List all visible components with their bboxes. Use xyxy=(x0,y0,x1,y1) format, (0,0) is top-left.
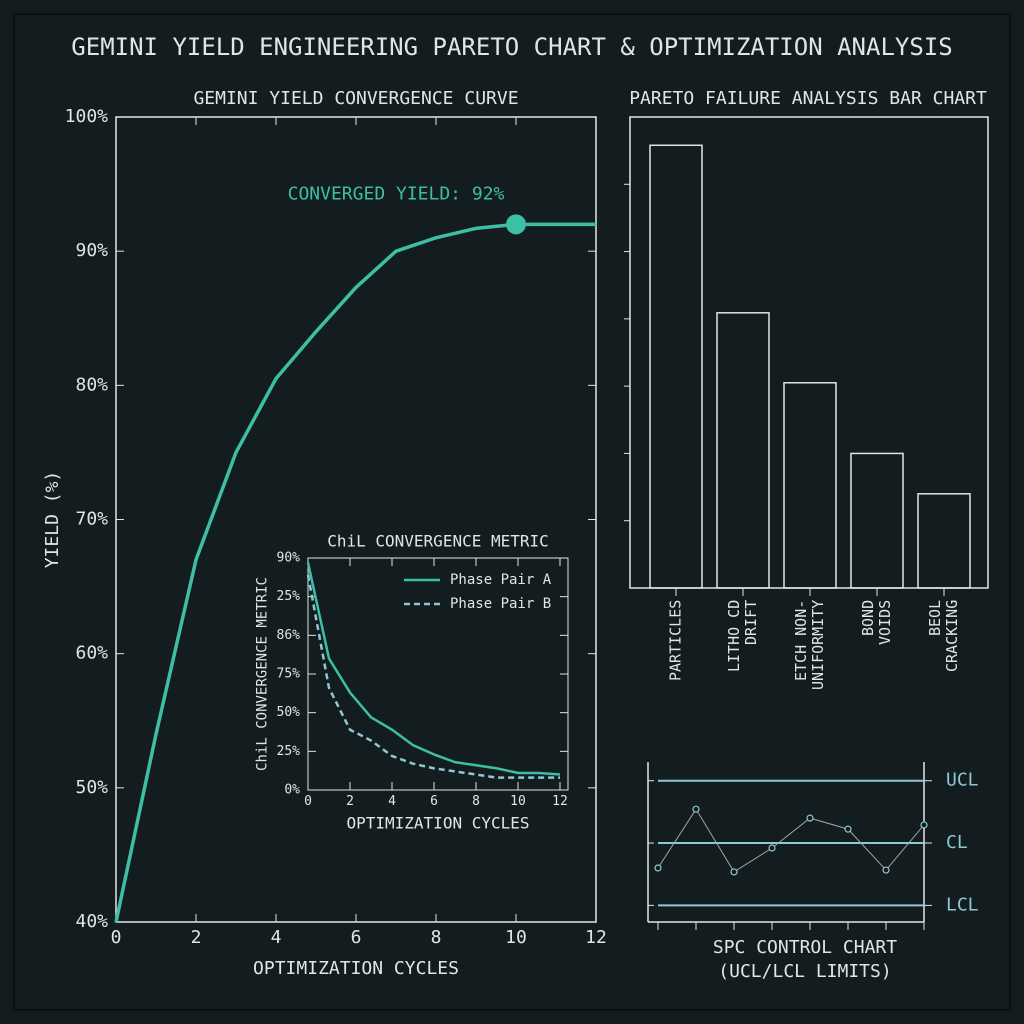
series-line xyxy=(657,808,925,873)
x-tick-label: 6 xyxy=(351,927,362,948)
y-tick-label: 90% xyxy=(75,240,108,261)
y-tick-label: 86% xyxy=(277,628,301,643)
y-tick-label: 0% xyxy=(284,783,300,798)
point xyxy=(692,805,700,813)
y-axis-label: ChiL CONVERGENCE METRIC xyxy=(255,577,271,771)
x-tick-label: 2 xyxy=(346,794,354,809)
x-tick-label: 6 xyxy=(430,794,438,809)
x-tick-label: 12 xyxy=(585,927,607,948)
limit-label: LCL xyxy=(946,894,979,915)
point xyxy=(920,821,928,829)
x-tick-label: 8 xyxy=(431,927,442,948)
y-tick-label: 75% xyxy=(277,667,301,682)
y-tick-label: 50% xyxy=(75,777,108,798)
x-axis-label: OPTIMIZATION CYCLES xyxy=(346,813,529,832)
x-tick-label: 0 xyxy=(304,794,312,809)
x-tick-label: BEOL CRACKING xyxy=(926,600,961,673)
limit-label: CL xyxy=(946,832,968,853)
x-tick-label: ETCH NON- UNIFORMITY xyxy=(792,600,827,691)
x-tick-label: PARTICLES xyxy=(666,600,685,682)
point xyxy=(844,825,852,833)
x-axis-label: OPTIMIZATION CYCLES xyxy=(253,958,459,979)
limit-label: UCL xyxy=(946,770,979,791)
x-tick-label: 2 xyxy=(191,927,202,948)
frame xyxy=(13,13,1011,1011)
x-tick-label: 4 xyxy=(388,794,396,809)
y-tick-label: 25% xyxy=(277,744,301,759)
point xyxy=(654,864,662,872)
y-tick-label: 25% xyxy=(277,589,301,604)
page-title: GEMINI YIELD ENGINEERING PARETO CHART & … xyxy=(71,33,952,61)
point xyxy=(806,814,814,822)
legend-label: Phase Pair A xyxy=(450,572,552,588)
annotation: CONVERGED YIELD: 92% xyxy=(288,183,505,204)
y-tick-label: 40% xyxy=(75,911,108,932)
x-tick-label: 10 xyxy=(510,794,526,809)
chart-title: ChiL CONVERGENCE METRIC xyxy=(327,532,549,551)
y-tick-label: 90% xyxy=(277,551,301,566)
chart-subtitle: (UCL/LCL LIMITS) xyxy=(718,961,891,982)
chart-title: PARETO FAILURE ANALYSIS BAR CHART xyxy=(629,88,987,109)
y-tick-label: 60% xyxy=(75,643,108,664)
series-line xyxy=(306,562,561,776)
series-line xyxy=(306,574,560,779)
chart-title: SPC CONTROL CHART xyxy=(713,937,897,958)
point xyxy=(730,868,738,876)
point xyxy=(882,866,890,874)
legend-label: Phase Pair B xyxy=(450,596,551,612)
chart-title: GEMINI YIELD CONVERGENCE CURVE xyxy=(193,88,518,109)
x-tick-label: 4 xyxy=(271,927,282,948)
x-tick-label: BOND VOIDS xyxy=(859,600,894,646)
y-tick-label: 50% xyxy=(277,705,301,720)
x-tick-label: 12 xyxy=(552,794,568,809)
x-tick-label: LITHO CD DRIFT xyxy=(725,600,760,673)
point xyxy=(768,844,776,852)
y-axis-label: YIELD (%) xyxy=(42,471,63,569)
y-tick-label: 70% xyxy=(75,509,108,530)
x-tick-label: 10 xyxy=(505,927,527,948)
x-tick-label: 8 xyxy=(472,794,480,809)
y-tick-label: 80% xyxy=(75,374,108,395)
highlight-point xyxy=(506,214,526,235)
x-tick-label: 0 xyxy=(111,927,122,948)
y-tick-label: 100% xyxy=(65,106,109,127)
